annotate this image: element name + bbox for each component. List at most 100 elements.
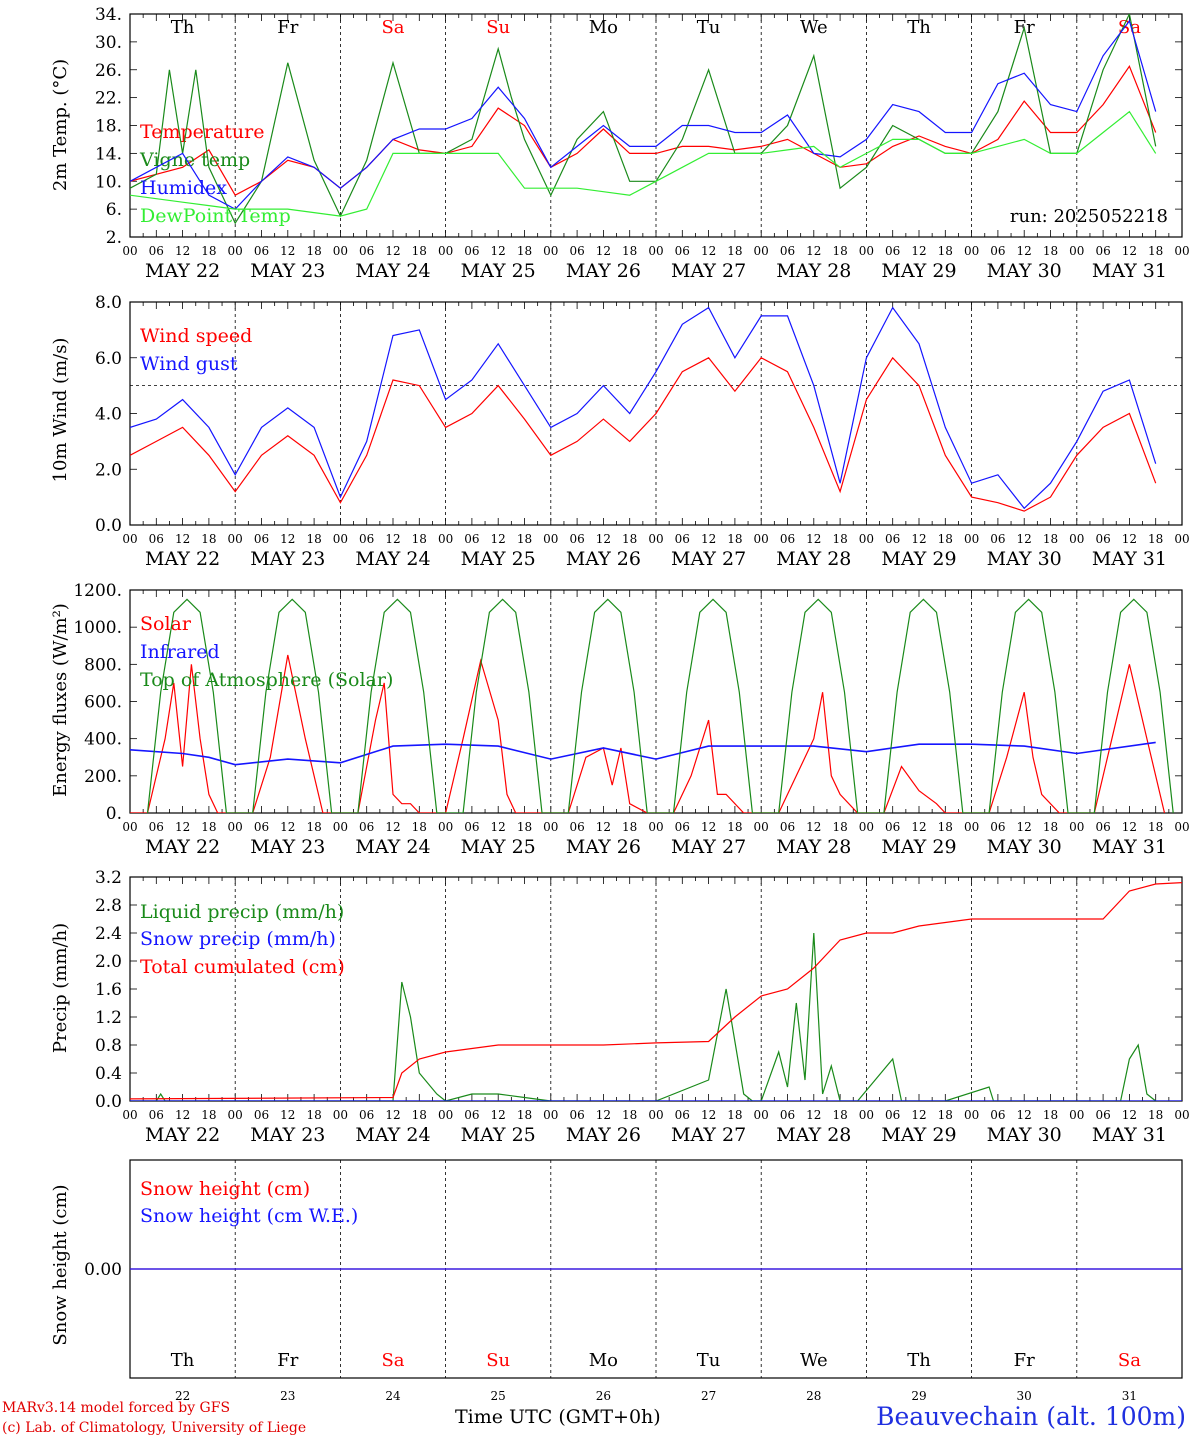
hour-tick-label: 00 [543,532,558,546]
hour-tick-label: 00 [228,1108,243,1122]
hour-tick-label: 12 [911,532,926,546]
hour-tick-label: 06 [675,1108,690,1122]
hour-tick-label: 18 [938,244,953,258]
day-number-label: 23 [280,1389,295,1403]
y-tick-label: 6. [106,200,122,220]
hour-tick-label: 00 [122,244,137,258]
hour-tick-label: 00 [964,820,979,834]
date-label: MAY 22 [145,548,220,570]
hour-tick-label: 00 [438,820,453,834]
hour-tick-label: 06 [149,820,164,834]
hour-tick-label: 00 [1069,532,1084,546]
date-label: MAY 26 [566,836,641,858]
y-tick-label: 800. [84,655,122,675]
hour-tick-label: 06 [885,820,900,834]
hour-tick-label: 18 [1148,244,1163,258]
credit-line-2: (c) Lab. of Climatology, University of L… [2,1420,307,1436]
date-label: MAY 29 [881,548,956,570]
hour-tick-label: 12 [806,532,821,546]
day-name-label: Fr [277,17,298,38]
hour-tick-label: 06 [569,532,584,546]
day-name-label: Mo [589,1350,618,1371]
hour-tick-label: 00 [859,244,874,258]
hour-tick-label: 12 [175,532,190,546]
y-tick-label: 22. [95,89,122,109]
day-name-label: Su [486,1350,510,1371]
hour-tick-label: 00 [754,820,769,834]
y-tick-label: 30. [95,33,122,53]
date-label: MAY 27 [671,548,746,570]
hour-tick-label: 18 [1148,532,1163,546]
day-name-label: Sa [381,1350,404,1371]
y-axis-title: 10m Wind (m/s) [50,338,71,483]
hour-tick-label: 18 [201,532,216,546]
hour-tick-label: 18 [412,532,427,546]
hour-tick-label: 00 [1069,244,1084,258]
date-label: MAY 30 [987,548,1062,570]
y-tick-label: 0. [106,804,122,824]
hour-tick-label: 18 [517,244,532,258]
y-tick-label: 0.00 [84,1260,122,1280]
date-label: MAY 29 [881,1124,956,1146]
hour-tick-label: 12 [806,1108,821,1122]
date-label: MAY 24 [355,836,430,858]
y-tick-label: 2.0 [95,460,122,480]
hour-tick-label: 18 [306,820,321,834]
date-label: MAY 22 [145,1124,220,1146]
day-name-label: Mo [589,17,618,38]
hour-tick-label: 18 [306,532,321,546]
hour-tick-label: 12 [1122,532,1137,546]
hour-tick-label: 12 [1122,1108,1137,1122]
hour-tick-label: 00 [859,532,874,546]
y-tick-label: 0.4 [95,1064,122,1084]
series-line-infrared [130,741,1156,766]
hour-tick-label: 00 [1174,532,1189,546]
hour-tick-label: 00 [228,820,243,834]
hour-tick-label: 06 [149,532,164,546]
day-number-label: 25 [491,1389,506,1403]
hour-tick-label: 00 [648,532,663,546]
hour-tick-label: 18 [727,532,742,546]
hour-tick-label: 00 [648,820,663,834]
hour-tick-label: 06 [569,1108,584,1122]
hour-tick-label: 12 [596,820,611,834]
hour-tick-label: 12 [1122,820,1137,834]
hour-tick-label: 06 [990,1108,1005,1122]
hour-tick-label: 12 [491,1108,506,1122]
date-label: MAY 24 [355,1124,430,1146]
date-label: MAY 28 [776,836,851,858]
date-label: MAY 30 [987,1124,1062,1146]
day-name-label: Th [907,17,931,38]
day-number-label: 29 [911,1389,926,1403]
hour-tick-label: 06 [464,244,479,258]
legend-label: Infrared [140,641,220,663]
hour-tick-label: 12 [385,532,400,546]
hour-tick-label: 06 [885,532,900,546]
hour-tick-label: 18 [622,244,637,258]
panel-frame [129,589,1183,814]
date-label: MAY 28 [776,548,851,570]
hour-tick-label: 00 [438,532,453,546]
hour-tick-label: 18 [517,532,532,546]
legend-label: Solar [140,613,192,635]
legend-label: Top of Atmosphere (Solar) [140,669,393,691]
hour-tick-label: 12 [491,244,506,258]
y-tick-label: 0.8 [95,1036,122,1056]
hour-tick-label: 18 [622,532,637,546]
series-line-humidex [130,19,1157,210]
date-label: MAY 27 [671,260,746,282]
hour-tick-label: 00 [754,532,769,546]
hour-tick-label: 00 [964,244,979,258]
hour-tick-label: 18 [201,244,216,258]
series-line-solar [130,654,1166,813]
y-tick-label: 6.0 [95,349,122,369]
y-tick-label: 2.4 [95,924,122,944]
hour-tick-label: 18 [727,820,742,834]
hour-tick-label: 18 [938,820,953,834]
day-number-label: 28 [806,1389,821,1403]
hour-tick-label: 18 [1043,820,1058,834]
hour-tick-label: 06 [1095,1108,1110,1122]
hour-tick-label: 06 [780,244,795,258]
day-name-label: Su [486,17,510,38]
hour-tick-label: 06 [780,532,795,546]
